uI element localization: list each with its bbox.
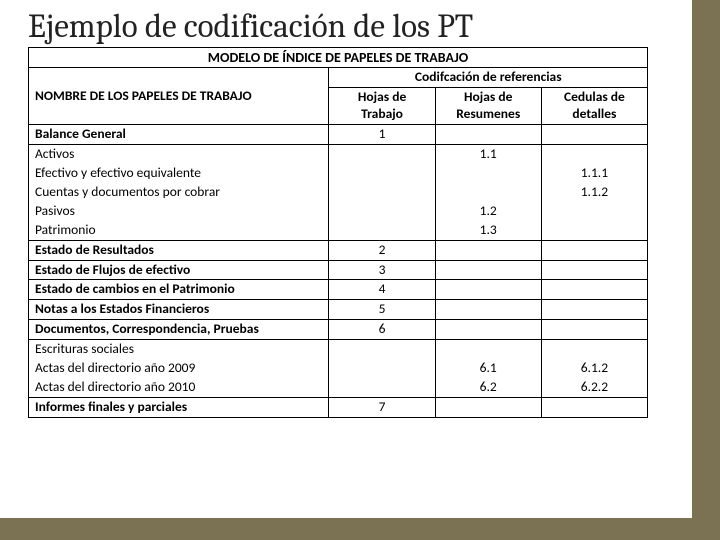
row-value [329, 340, 434, 359]
row-values-group [329, 144, 435, 240]
section-value [541, 320, 647, 340]
row-value [329, 145, 434, 164]
row-name: Actas del directorio año 2010 [29, 378, 328, 397]
table-title: MODELO DE ÍNDICE DE PAPELES DE TRABAJO [29, 47, 648, 68]
row-values-group: 6.16.2 [435, 340, 541, 398]
section-header-row: Notas a los Estados Financieros5 [29, 300, 648, 320]
slide-accent-bottombar [0, 518, 720, 540]
section-header-row: Estado de Resultados2 [29, 240, 648, 260]
row-value [436, 340, 541, 359]
row-value [329, 378, 434, 397]
section-value: 4 [329, 280, 435, 300]
row-value [329, 164, 434, 183]
row-value [542, 145, 647, 164]
row-value [329, 221, 434, 240]
section-value: 1 [329, 124, 435, 144]
section-value [435, 320, 541, 340]
row-values-group: 6.1.26.2.2 [541, 340, 647, 398]
section-header-row: Estado de cambios en el Patrimonio4 [29, 280, 648, 300]
section-name: Estado de Resultados [29, 240, 329, 260]
row-value: 1.1.2 [542, 183, 647, 202]
section-name: Notas a los Estados Financieros [29, 300, 329, 320]
row-value [329, 359, 434, 378]
row-value [329, 183, 434, 202]
section-value [541, 398, 647, 418]
section-value [541, 240, 647, 260]
section-value [541, 124, 647, 144]
col-header-1: Hojas de Resumenes [435, 88, 541, 125]
section-name: Estado de Flujos de efectivo [29, 260, 329, 280]
row-name: Cuentas y documentos por cobrar [29, 183, 328, 202]
col-header-0: Hojas de Trabajo [329, 88, 435, 125]
row-value: 1.3 [436, 221, 541, 240]
row-value: 6.2 [436, 378, 541, 397]
table-header-row-1: NOMBRE DE LOS PAPELES DE TRABAJO Codifca… [29, 68, 648, 88]
section-value [435, 300, 541, 320]
table-body: Balance General1ActivosEfectivo y efecti… [29, 124, 648, 417]
section-name: Estado de cambios en el Patrimonio [29, 280, 329, 300]
codification-header: Codifcación de referencias [329, 68, 648, 88]
section-header-row: Documentos, Correspondencia, Pruebas6 [29, 320, 648, 340]
row-value: 6.1 [436, 359, 541, 378]
slide-accent-sidebar [692, 0, 720, 540]
section-header-row: Estado de Flujos de efectivo3 [29, 260, 648, 280]
section-value [435, 260, 541, 280]
slide-content: Ejemplo de codificación de los PT MODELO… [0, 0, 720, 418]
row-name: Actas del directorio año 2009 [29, 359, 328, 378]
row-name: Escrituras sociales [29, 340, 328, 359]
table-title-row: MODELO DE ÍNDICE DE PAPELES DE TRABAJO [29, 47, 648, 68]
name-column-header: NOMBRE DE LOS PAPELES DE TRABAJO [29, 68, 329, 125]
row-value: 1.1.1 [542, 164, 647, 183]
section-name: Documentos, Correspondencia, Pruebas [29, 320, 329, 340]
slide-title: Ejemplo de codificación de los PT [28, 10, 680, 45]
row-values-group [329, 340, 435, 398]
row-name: Activos [29, 145, 328, 164]
row-value [436, 183, 541, 202]
section-value [435, 280, 541, 300]
row-values-group: 1.1 1.21.3 [435, 144, 541, 240]
section-value: 2 [329, 240, 435, 260]
row-value: 6.2.2 [542, 378, 647, 397]
section-name: Informes finales y parciales [29, 398, 329, 418]
section-value [435, 124, 541, 144]
section-name: Balance General [29, 124, 329, 144]
col-header-2: Cedulas de detalles [541, 88, 647, 125]
row-value: 1.1 [436, 145, 541, 164]
section-value [541, 260, 647, 280]
row-value [542, 340, 647, 359]
row-value [542, 202, 647, 221]
row-values-group: 1.1.11.1.2 [541, 144, 647, 240]
section-value [435, 240, 541, 260]
section-header-row: Balance General1 [29, 124, 648, 144]
row-name: Pasivos [29, 202, 328, 221]
section-value: 6 [329, 320, 435, 340]
section-header-row: Informes finales y parciales7 [29, 398, 648, 418]
section-value [435, 398, 541, 418]
section-value [541, 280, 647, 300]
section-value [541, 300, 647, 320]
row-name: Efectivo y efectivo equivalente [29, 164, 328, 183]
section-value: 5 [329, 300, 435, 320]
row-value [436, 164, 541, 183]
row-names-group: Escrituras socialesActas del directorio … [29, 340, 329, 398]
row-names-group: ActivosEfectivo y efectivo equivalenteCu… [29, 144, 329, 240]
row-value: 1.2 [436, 202, 541, 221]
row-value: 6.1.2 [542, 359, 647, 378]
index-table: MODELO DE ÍNDICE DE PAPELES DE TRABAJO N… [28, 47, 648, 418]
row-value [329, 202, 434, 221]
row-name: Patrimonio [29, 221, 328, 240]
section-value: 3 [329, 260, 435, 280]
section-value: 7 [329, 398, 435, 418]
row-value [542, 221, 647, 240]
